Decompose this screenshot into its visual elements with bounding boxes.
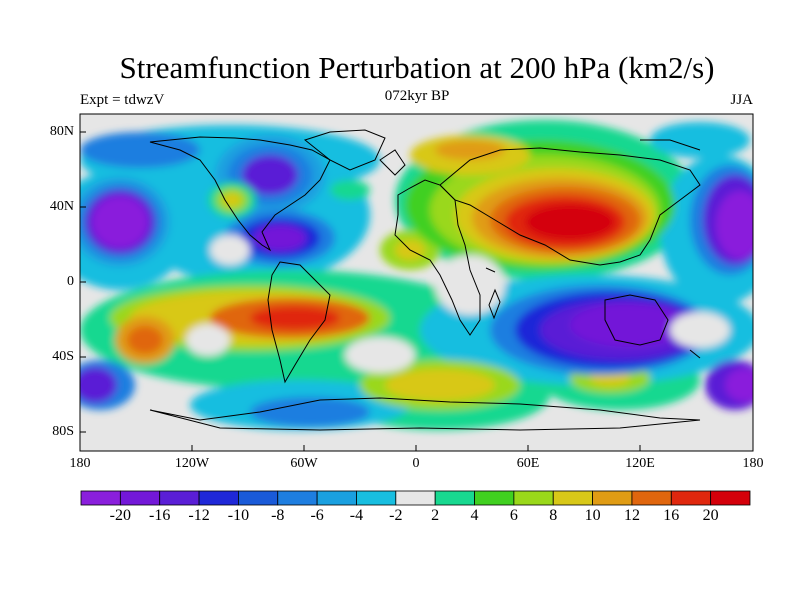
coastlines	[149, 129, 701, 431]
experiment-label: Expt = tdwzV	[80, 92, 165, 108]
colorbar-tick-label: -6	[310, 507, 324, 524]
colorbar-tick-label: 6	[509, 507, 518, 524]
lon-label-180w: 180	[69, 456, 91, 471]
colorbar-swatch	[159, 490, 200, 506]
colorbar-swatch	[277, 490, 318, 506]
lon-label-0: 0	[412, 456, 420, 471]
lon-label-60w: 60W	[290, 456, 318, 471]
plot-title: Streamfunction Perturbation at 200 hPa (…	[119, 50, 715, 85]
colorbar-tick-label: -20	[109, 507, 131, 524]
colorbar-tick-label: 20	[702, 507, 719, 524]
lon-label-120w: 120W	[174, 456, 210, 471]
lat-label-0: 0	[67, 274, 74, 289]
colorbar-tick-label: 10	[584, 507, 601, 524]
lon-label-120e: 120E	[625, 456, 655, 471]
colorbar-tick-label: 8	[549, 507, 558, 524]
colorbar-swatch	[395, 490, 436, 506]
colorbar-tick-label: 12	[623, 507, 640, 524]
lat-label-40n: 40N	[49, 199, 74, 214]
colorbar-swatch	[80, 490, 121, 506]
lon-label-60e: 60E	[516, 456, 540, 471]
colorbar-tick-label: -8	[271, 507, 285, 524]
colorbar-swatch	[474, 490, 515, 506]
colorbar-swatch	[513, 490, 554, 506]
lat-label-80s: 80S	[52, 424, 74, 439]
colorbar-swatch	[670, 490, 712, 506]
colorbar-swatch	[434, 490, 475, 506]
colorbar-swatch	[316, 490, 357, 506]
colorbar-swatch	[198, 490, 239, 506]
season-label: JJA	[730, 92, 753, 108]
contour-field	[80, 114, 753, 451]
colorbar-swatch	[631, 490, 672, 506]
colorbar-swatch	[356, 490, 397, 506]
axis-ticks	[79, 131, 754, 451]
colorbar-swatch	[119, 490, 161, 506]
colorbar-swatch	[238, 490, 279, 506]
colorbar-tick-label: -4	[349, 507, 364, 524]
lat-label-80n: 80N	[49, 124, 74, 139]
colorbar-swatch	[552, 490, 593, 506]
colorbar-tick-label: -16	[149, 507, 171, 524]
colorbar-tick-label: -10	[227, 507, 250, 524]
colorbar-tick-label: -12	[188, 507, 210, 524]
colorbar	[80, 490, 751, 506]
lon-label-180e: 180	[742, 456, 764, 471]
colorbar-tick-label: 4	[470, 507, 479, 524]
colorbar-swatch	[592, 490, 633, 506]
colorbar-tick-label: 16	[663, 507, 680, 524]
colorbar-swatch	[710, 490, 751, 506]
time-label: 072kyr BP	[384, 88, 450, 104]
lat-label-40s: 40S	[52, 349, 74, 364]
colorbar-tick-label: -2	[389, 507, 403, 524]
colorbar-tick-label: 2	[431, 507, 440, 524]
